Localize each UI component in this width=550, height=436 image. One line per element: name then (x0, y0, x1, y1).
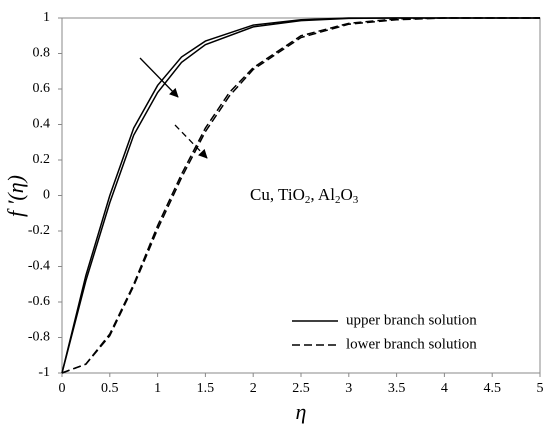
y-tick-label: -0.8 (28, 330, 50, 345)
y-tick-label: 0.6 (33, 81, 51, 96)
y-tick-label: -0.4 (28, 259, 50, 274)
y-tick-label: -0.2 (28, 223, 50, 238)
y-tick-label: 0 (43, 188, 50, 203)
legend-label: upper branch solution (346, 312, 477, 328)
x-tick-label: 1 (154, 381, 161, 396)
y-tick-label: 1 (43, 10, 50, 25)
x-tick-label: 4 (441, 381, 448, 396)
legend-label: lower branch solution (346, 336, 477, 352)
series-line (61, 17, 540, 374)
x-tick-label: 3 (345, 381, 352, 396)
y-tick-label: -0.6 (28, 294, 50, 309)
y-tick-label: -1 (38, 365, 50, 380)
x-tick-label: 0.5 (101, 381, 119, 396)
y-tick-label: 0.2 (33, 152, 51, 167)
arrow (174, 124, 208, 159)
x-tick-label: 5 (537, 381, 544, 396)
x-tick-label: 2 (250, 381, 257, 396)
y-tick-label: 0.8 (33, 46, 51, 61)
x-axis-title: η (296, 399, 307, 424)
x-tick-label: 3.5 (388, 381, 406, 396)
x-tick-label: 0 (59, 381, 66, 396)
x-tick-label: 4.5 (483, 381, 501, 396)
annotation: Cu, TiO2, Al2O3 (250, 185, 359, 206)
series-line (61, 17, 540, 374)
arrow (139, 57, 179, 98)
x-tick-label: 1.5 (197, 381, 215, 396)
x-tick-label: 2.5 (292, 381, 310, 396)
y-tick-label: 0.4 (33, 117, 51, 132)
y-axis-title: f ′(η) (3, 175, 28, 217)
